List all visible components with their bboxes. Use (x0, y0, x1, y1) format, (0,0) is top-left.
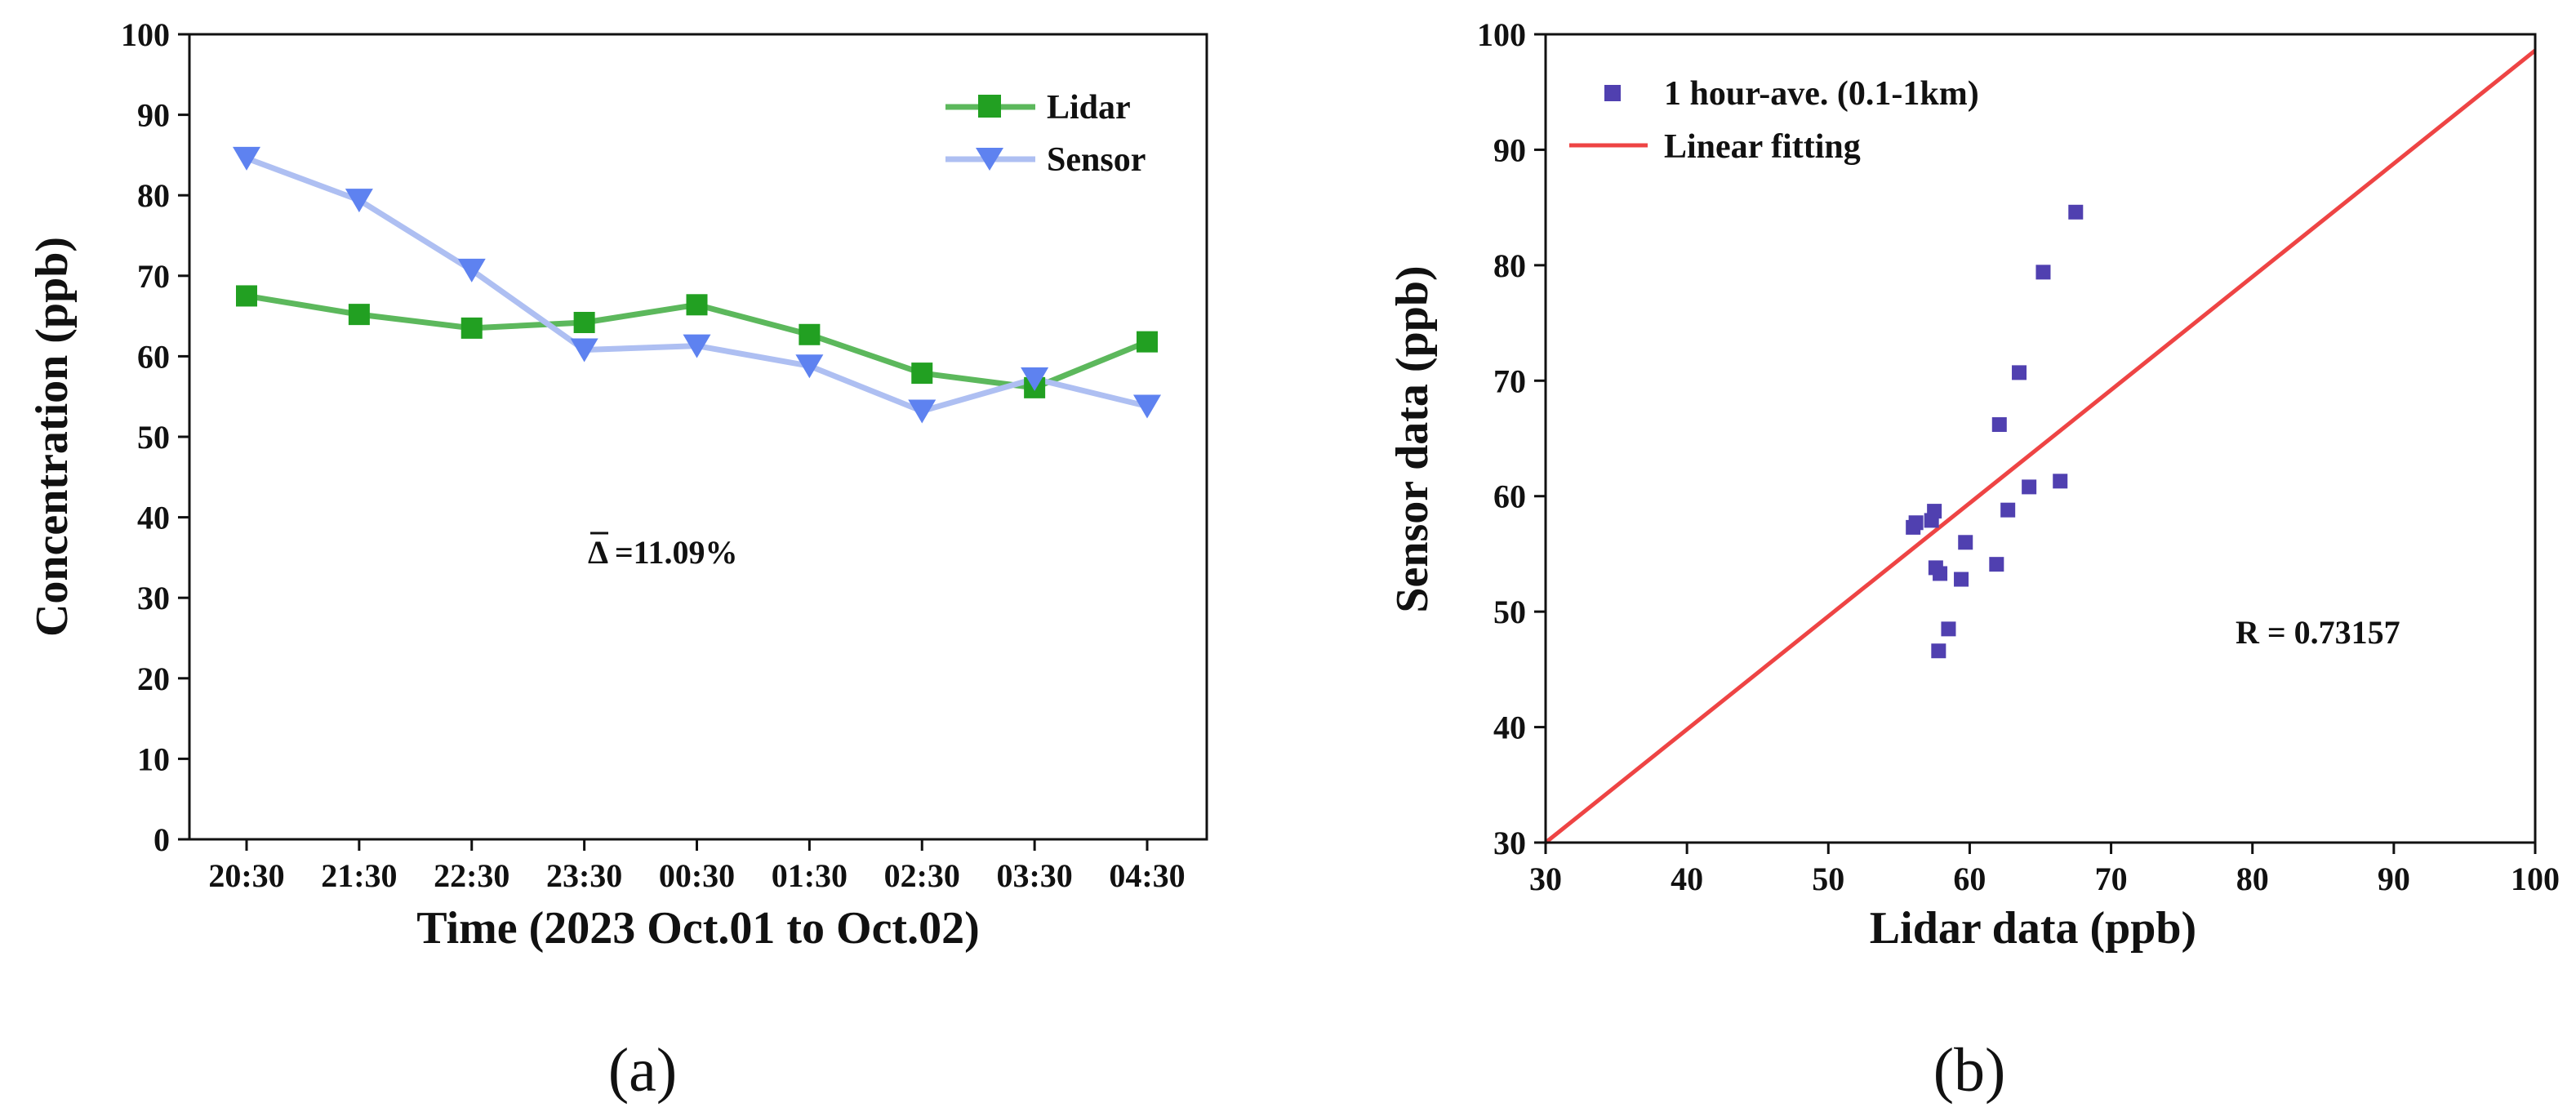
panel-b-label: (b) (1933, 1036, 2006, 1105)
panel-b-y-tick-label: 70 (1493, 363, 1526, 399)
panel-a-y-tick-label: 10 (137, 741, 170, 777)
lidar-point (799, 323, 821, 345)
panel-a-y-tick-label: 0 (153, 821, 170, 858)
sensor-point (457, 258, 486, 282)
panel-b-axes: 30 40 50 60 70 80 90 100 30 40 50 60 70 80 90 100 (1477, 16, 2560, 897)
panel-b-r-annotation: R = 0.73157 (2236, 614, 2400, 651)
panel-a-line-chart: 0 10 20 30 40 50 60 70 80 90 100 20:30 21:30 22:30 23:… (27, 16, 1208, 1105)
sensor-point (345, 189, 373, 213)
scatter-point (1958, 535, 1973, 550)
panel-b-y-tick-label: 30 (1493, 825, 1526, 861)
scatter-point (1906, 519, 1921, 535)
panel-a-y-tick-label: 50 (137, 419, 170, 456)
panel-a-y-axis-title: Concentration (ppb) (27, 237, 78, 637)
panel-b-x-tick-label: 60 (1953, 861, 1986, 897)
panel-a-x-tick-label: 04:30 (1109, 857, 1185, 894)
scatter-point (1989, 557, 2004, 572)
panel-a-y-tick-label: 60 (137, 338, 170, 375)
scatter-point (1941, 621, 1956, 637)
panel-a-x-tick-label: 21:30 (321, 857, 397, 894)
panel-a-x-axis-title: Time (2023 Oct.01 to Oct.02) (416, 903, 979, 954)
panel-a-legend: Lidar Sensor (945, 89, 1146, 179)
scatter-point (2012, 365, 2027, 380)
panel-a-y-tick-label: 40 (137, 500, 170, 536)
sensor-point (795, 354, 824, 379)
sensor-point (683, 334, 711, 358)
panel-b-x-tick-label: 30 (1529, 861, 1562, 897)
lidar-point (460, 317, 483, 339)
series-line-sensor (245, 155, 1148, 414)
panel-a-y-tick-label: 30 (137, 580, 170, 616)
panel-a-x-tick-label: 02:30 (884, 857, 960, 894)
sensor-point (908, 399, 937, 424)
panel-a-x-tick-label: 03:30 (996, 857, 1072, 894)
panel-a-label: (a) (608, 1036, 677, 1105)
panel-a-y-tick-label: 100 (121, 16, 170, 53)
panel-b-y-tick-label: 40 (1493, 709, 1526, 746)
lidar-point (911, 363, 933, 385)
panel-a-x-tick-label: 23:30 (546, 857, 622, 894)
panel-b-marks (1544, 48, 2537, 844)
panel-b-x-tick-label: 90 (2378, 861, 2410, 897)
panel-b-x-tick-label: 100 (2511, 861, 2560, 897)
panel-a-y-tick-label: 20 (137, 661, 170, 697)
scatter-point (1931, 643, 1946, 659)
panel-b-x-tick-label: 70 (2095, 861, 2128, 897)
panel-b-y-tick-label: 90 (1493, 131, 1526, 168)
panel-b-plot-frame (1544, 33, 2537, 844)
panel-b-x-tick-label: 50 (1812, 861, 1844, 897)
panel-a-y-tick-label: 80 (137, 177, 170, 214)
legend-sensor-label: Sensor (1047, 141, 1146, 179)
panel-b-y-tick-label: 80 (1493, 247, 1526, 284)
sensor-point (570, 338, 598, 363)
scatter-point (1924, 513, 1939, 528)
panel-a-y-tick-label: 70 (137, 258, 170, 295)
panel-b-y-tick-label: 60 (1493, 478, 1526, 515)
panel-a-marks (233, 146, 1161, 424)
sensor-point (233, 146, 260, 171)
panel-b-x-axis-title: Lidar data (ppb) (1870, 903, 2196, 954)
legend-fit-label: Linear fitting (1664, 128, 1861, 166)
legend-lidar-marker (978, 95, 1001, 118)
lidar-point (236, 285, 257, 307)
legend-sensor-marker (976, 148, 1003, 171)
legend-lidar-label: Lidar (1047, 89, 1131, 127)
panel-b-y-tick-label: 50 (1493, 594, 1526, 630)
scatter-point (1991, 417, 2007, 433)
scatter-point (2068, 204, 2084, 220)
sensor-point (1133, 394, 1161, 419)
panel-b-y-tick-label: 100 (1477, 16, 1526, 53)
sensor-point (1021, 367, 1049, 392)
panel-a-x-tick-label: 00:30 (659, 857, 735, 894)
panel-b-y-axis-title: Sensor data (ppb) (1387, 265, 1438, 612)
lidar-point (686, 294, 708, 316)
legend-scatter-label: 1 hour-ave. (0.1-1km) (1664, 75, 1979, 113)
lidar-point (348, 304, 370, 326)
legend-scatter-marker (1604, 85, 1621, 101)
panel-a-x-tick-label: 22:30 (434, 857, 509, 894)
panel-b-x-tick-label: 40 (1671, 861, 1703, 897)
scatter-point (1933, 566, 1948, 581)
lidar-point (1137, 331, 1158, 353)
lidar-point (573, 311, 595, 333)
panel-b-scatter-chart: 30 40 50 60 70 80 90 100 30 40 50 60 70 80 90 100 Lidar… (1387, 16, 2560, 1105)
panel-a-x-tick-label: 01:30 (772, 857, 848, 894)
scatter-point (2000, 502, 2016, 518)
panel-a-delta-annotation: Δ =11.09% (588, 534, 737, 571)
panel-a-x-tick-label: 20:30 (208, 857, 284, 894)
panel-b-legend: 1 hour-ave. (0.1-1km) Linear fitting (1569, 75, 1979, 166)
panel-a-axes: 0 10 20 30 40 50 60 70 80 90 100 20:30 21:30 22:30 23:… (121, 16, 1186, 894)
panel-b-x-tick-label: 80 (2236, 861, 2269, 897)
scatter-point (2022, 479, 2037, 495)
scatter-point (2053, 474, 2068, 489)
scatter-point (1954, 572, 1969, 587)
panel-a-y-tick-label: 90 (137, 97, 170, 134)
linear-fit-line (1544, 48, 2537, 844)
scatter-point (2035, 265, 2051, 280)
